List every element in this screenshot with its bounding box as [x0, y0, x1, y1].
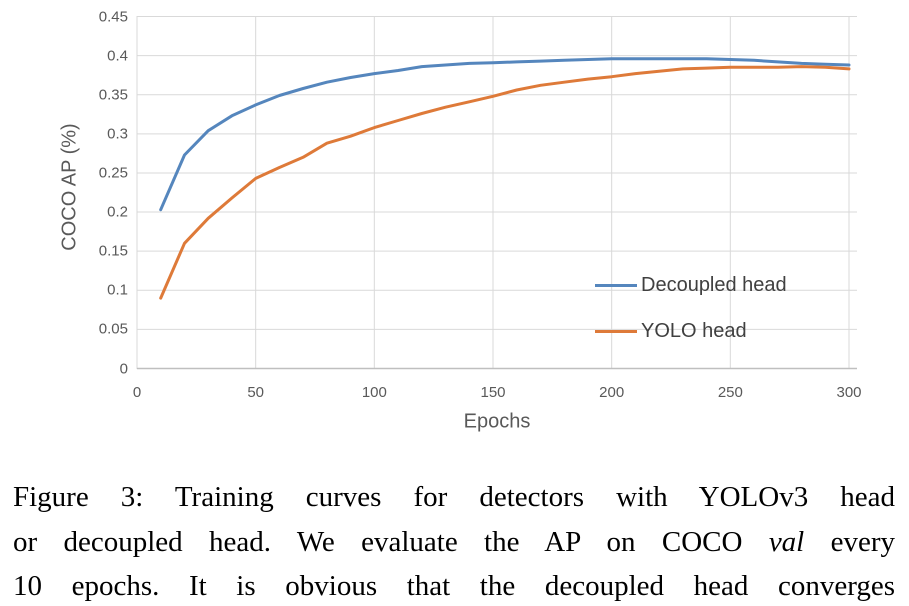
- legend: Decoupled head YOLO head: [595, 273, 787, 367]
- legend-label-decoupled-head: Decoupled head: [641, 273, 787, 296]
- caption-line-1: Figure 3: Training curves for detectors …: [13, 481, 895, 513]
- y-axis-title: COCO AP (%): [58, 123, 81, 251]
- series-line-yolo-head: [159, 65, 851, 300]
- caption-line-2-tail: every: [804, 525, 895, 558]
- y-tick-label: 0.3: [107, 125, 128, 143]
- series-line-decoupled-head: [159, 57, 851, 212]
- y-tick-label: 0.45: [98, 8, 128, 25]
- x-tick-label: 50: [247, 384, 264, 401]
- y-tick-label: 0.25: [98, 164, 128, 182]
- caption-line-2: or decoupled head. We evaluate the AP on…: [13, 520, 895, 565]
- legend-line-swatch-yolo-icon: [595, 329, 637, 333]
- y-tick-label: 0: [119, 360, 128, 377]
- x-tick-label: 150: [480, 384, 506, 401]
- y-tick-label: 0.05: [98, 320, 128, 338]
- plot-area: [136, 16, 857, 370]
- caption-line-3: 10 epochs. It is obvious that the decoup…: [13, 570, 895, 602]
- y-tick-label: 0.4: [107, 47, 128, 65]
- x-tick-label: 300: [836, 384, 862, 401]
- legend-item-decoupled-head: Decoupled head: [595, 273, 787, 296]
- x-axis-title: Epochs: [463, 410, 531, 433]
- x-tick-label: 0: [132, 384, 142, 401]
- y-tick-label: 0.35: [98, 86, 128, 104]
- caption-line-2-text: or decoupled head. We evaluate the AP on…: [13, 525, 769, 558]
- legend-line-swatch-decoupled-icon: [595, 283, 637, 287]
- x-tick-label: 200: [599, 384, 625, 401]
- legend-label-yolo-head: YOLO head: [641, 319, 747, 342]
- y-tick-label: 0.2: [107, 203, 128, 221]
- x-tick-label: 250: [717, 384, 743, 401]
- caption-val-italic: val: [768, 525, 805, 558]
- y-tick-label: 0.1: [107, 281, 128, 299]
- training-curves-chart: 0 0.05 0.1 0.15 0.2 0.25 0.3 0.35 0.4 0.45 0 50 100…: [58, 8, 862, 433]
- legend-item-yolo-head: YOLO head: [595, 319, 787, 342]
- y-tick-label: 0.15: [98, 242, 128, 260]
- figure-caption: Figure 3: Training curves for detectors …: [13, 475, 895, 606]
- x-tick-label: 100: [361, 384, 387, 401]
